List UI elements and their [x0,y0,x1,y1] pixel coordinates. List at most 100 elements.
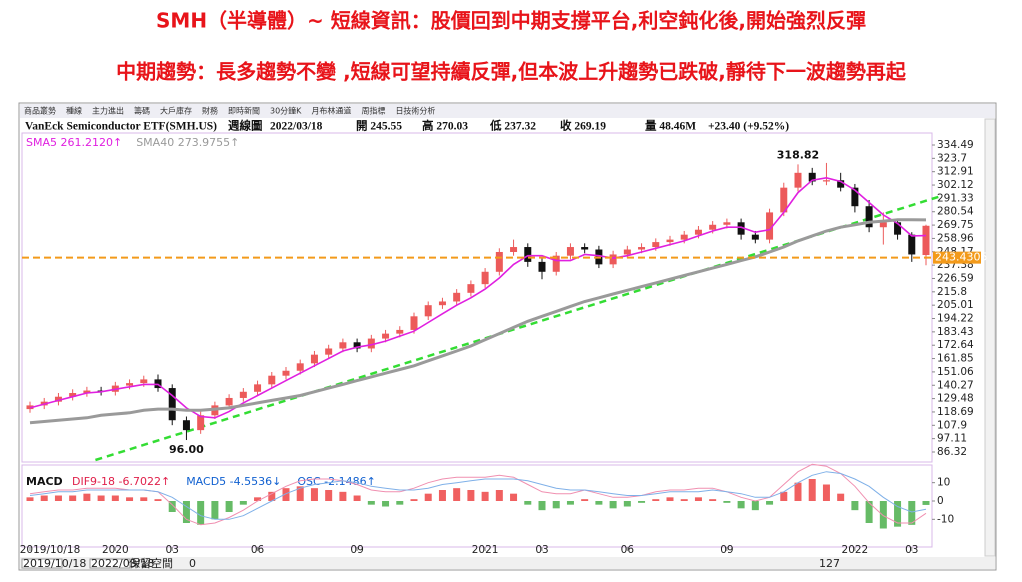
annotation: 318.82 [777,148,819,161]
osc-bar [97,495,105,501]
osc-bar [382,501,390,507]
candle-body [282,370,290,376]
osc-bar [623,501,631,507]
x-tick-label: 2022 [842,544,869,556]
osc-bar [353,495,361,501]
candle-body [69,393,77,397]
scrollbar-text[interactable]: 保留空間 [129,556,173,570]
osc-bar [268,491,276,501]
toolbar-tab[interactable]: 主力進出 [92,106,124,116]
toolbar-tab[interactable]: 月布林通道 [311,106,351,116]
candle-body [396,329,404,334]
y-tick-label: 205.01 [937,299,974,311]
osc-bar [182,501,190,523]
candle-body [851,187,859,207]
moving-average [29,176,927,419]
osc-bar [666,497,674,501]
toolbar-tab[interactable]: 即時新聞 [228,106,260,116]
candle-body [538,261,546,272]
scrollbar-text[interactable]: 2019/10/18 [23,557,86,570]
chart-window [18,102,997,571]
osc-bar [922,501,930,505]
x-tick-label: 2019/10/18 [20,544,81,556]
toolbar-tab[interactable]: 商品叢勢 [24,106,56,116]
y-tick-label: 323.7 [937,152,967,164]
osc-bar [737,501,745,509]
toolbar-tab[interactable]: 籌碼 [134,106,150,116]
v-scrollbar[interactable] [984,118,996,557]
candle-body [367,338,375,349]
osc-bar [680,499,688,501]
toolbar-tab[interactable]: 30分鐘K [270,106,302,116]
candle-body [424,305,432,317]
x-tick-label: 03 [166,544,179,556]
osc-bar [851,501,859,511]
toolbar-tab[interactable]: 周指標 [361,106,385,116]
candle-body [694,229,702,235]
candle-body [652,242,660,248]
toolbar-tab[interactable]: 種線 [66,106,82,116]
y-tick-label: 302.12 [937,179,974,191]
candle-body [168,388,176,421]
candle-body [268,375,276,385]
osc-bar [225,501,233,512]
osc-bar [424,493,432,501]
candle-body [339,342,347,349]
price-frame [21,132,933,463]
osc-bar [296,486,304,501]
y-tick-label: 10 [937,477,950,489]
toolbar-tab[interactable]: 大戶庫存 [160,106,192,116]
osc-bar [865,501,873,523]
osc-bar [808,479,816,501]
candle-body [822,180,830,182]
candle-body [794,172,802,188]
candle-body [680,234,688,240]
macd-frame [21,464,933,548]
scrollbar-text[interactable]: 2022/03/18 [91,557,154,570]
info-text: 高 270.03 [422,119,468,133]
toolbar-tab[interactable]: 日技術分析 [395,106,435,116]
candle-body [709,224,717,230]
y-tick-label: 140.27 [937,379,974,391]
candle-body [495,251,503,272]
osc-bar [822,484,830,501]
x-tick-label: 09 [350,544,363,556]
candle-body [723,222,731,225]
y-tick-label: 334.49 [937,139,974,151]
osc-bar [40,495,48,501]
candle-body [126,383,134,386]
candle-body [894,222,902,235]
osc-bar [367,501,375,505]
osc-bar [339,491,347,501]
x-tick-label: 03 [905,544,918,556]
y-tick-label: 118.69 [937,406,974,418]
candle-body [780,187,788,213]
osc-bar [83,493,91,501]
macd-title: MACD [26,475,63,488]
osc-bar [126,497,134,501]
osc-bar [140,497,148,501]
x-tick-label: 09 [720,544,733,556]
candle-body [254,384,262,392]
osc-bar [908,501,916,525]
date-input[interactable] [89,558,131,569]
headline: 中期趨勢：長多趨勢不變 ,短線可望持續反彈,但本波上升趨勢已跌破,靜待下一波趨勢… [116,60,907,84]
osc-bar [538,501,546,511]
osc-bar [837,493,845,501]
x-tick-label: 2020 [102,544,129,556]
osc-bar [410,499,418,501]
y-tick-label: 107.9 [937,419,967,431]
scrollbar-text[interactable]: 0 [189,557,196,570]
toolbar-tab[interactable]: 財務 [202,106,218,116]
osc-bar [481,491,489,501]
candle-body [239,391,247,398]
legend-entry: SMA5 261.2120↑ [26,136,122,149]
candle-body [623,249,631,255]
y-tick-label: 161.85 [937,353,974,365]
osc-bar [453,488,461,501]
h-scrollbar[interactable] [20,557,995,569]
candle-body [182,420,190,431]
candle-body [879,222,887,228]
date-input[interactable] [21,558,63,569]
legend-entry: SMA40 273.9755↑ [136,136,239,149]
